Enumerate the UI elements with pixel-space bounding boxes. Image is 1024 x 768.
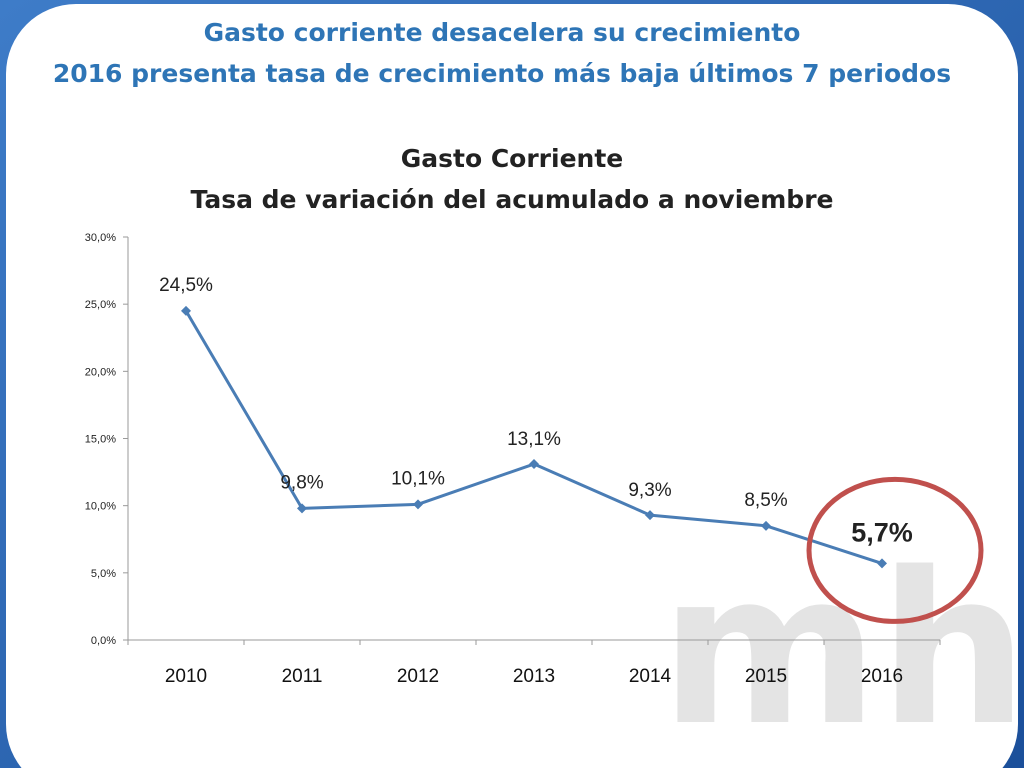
data-point-marker xyxy=(413,499,423,510)
data-label: 13,1% xyxy=(507,429,561,450)
watermark-text: mh xyxy=(660,527,1024,768)
line-chart: 0,0% 5,0% 10,0% 15,0% 20,0% 25,0% 30,0% 2010 201… xyxy=(85,232,984,687)
x-tick-label: 2010 xyxy=(165,666,207,687)
slide-title-line1: Gasto corriente desacelera su crecimient… xyxy=(203,18,801,47)
data-label: 24,5% xyxy=(159,275,213,296)
y-tick-label: 15,0% xyxy=(85,434,116,446)
data-label: 10,1% xyxy=(391,468,445,489)
chart-title: Gasto Corriente xyxy=(400,144,624,173)
data-point-marker xyxy=(529,459,539,470)
y-tick-label: 10,0% xyxy=(85,501,116,513)
x-tick-label: 2015 xyxy=(745,666,787,687)
mh-logo-watermark: mh xyxy=(660,527,1024,768)
y-tick-label: 5,0% xyxy=(91,568,116,580)
data-point-marker xyxy=(645,510,655,521)
data-label: 9,3% xyxy=(628,480,671,501)
x-tick-label: 2012 xyxy=(397,666,439,687)
data-point-marker xyxy=(761,520,771,531)
y-tick-label: 0,0% xyxy=(91,635,116,647)
slide-title-line2: 2016 presenta tasa de crecimiento más ba… xyxy=(52,59,952,88)
x-tick-label: 2011 xyxy=(282,666,323,687)
slide-panel xyxy=(6,4,1018,768)
data-point-marker xyxy=(877,558,887,569)
highlight-circle xyxy=(806,476,984,624)
data-point-marker xyxy=(181,305,191,316)
y-tick-label: 30,0% xyxy=(85,232,116,244)
x-tick-label: 2014 xyxy=(629,666,672,687)
x-tick-label: 2013 xyxy=(513,666,555,687)
y-tick-label: 25,0% xyxy=(85,299,116,311)
data-label: 9,8% xyxy=(280,472,323,493)
y-tick-label: 20,0% xyxy=(85,366,116,378)
highlight-data-label: 5,7% xyxy=(851,517,913,547)
data-point-marker xyxy=(297,503,307,514)
data-label: 8,5% xyxy=(744,490,787,511)
chart-subtitle: Tasa de variación del acumulado a noviem… xyxy=(190,185,834,214)
x-tick-label: 2016 xyxy=(861,666,903,687)
